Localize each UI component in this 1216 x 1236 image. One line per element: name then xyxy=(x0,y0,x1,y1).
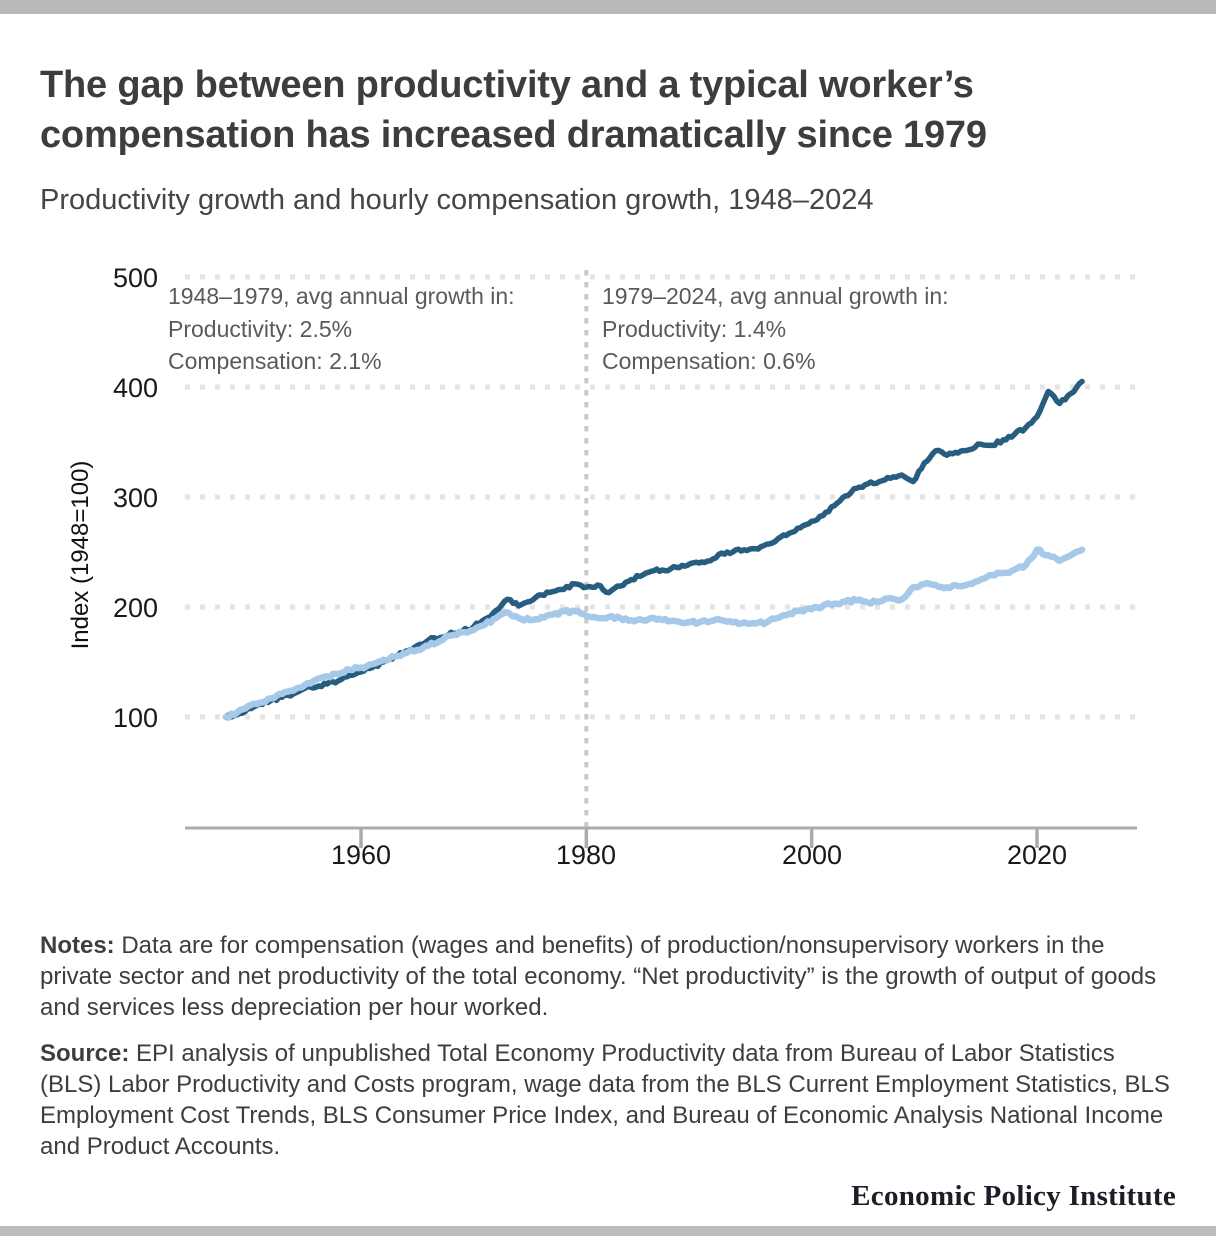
annotation-post-1979: 1979–2024, avg annual growth in: Product… xyxy=(602,280,949,378)
source-text: Source: EPI analysis of unpublished Tota… xyxy=(40,1038,1180,1162)
notes-text: Notes: Data are for compensation (wages … xyxy=(40,930,1180,1023)
line-chart: 500 400 300 200 100 1960 1980 2000 2020 … xyxy=(67,263,1137,870)
chart-subtitle: Productivity growth and hourly compensat… xyxy=(40,184,874,216)
annotation-productivity-value: Productivity: 2.5% xyxy=(168,315,353,342)
series-lines xyxy=(222,378,1086,721)
annotation-period-label: 1979–2024, avg annual growth in: xyxy=(602,283,949,309)
x-axis-ticks xyxy=(359,829,1039,848)
source-label: Source: xyxy=(40,1040,130,1067)
x-tick-2000: 2000 xyxy=(782,840,842,870)
y-tick-400: 400 xyxy=(113,373,158,403)
annotation-pre-1979: 1948–1979, avg annual growth in: Product… xyxy=(168,280,515,378)
source-body: EPI analysis of unpublished Total Econom… xyxy=(40,1040,1170,1160)
annotation-compensation-value: Compensation: 0.6% xyxy=(602,348,816,374)
notes-label: Notes: xyxy=(40,932,115,959)
x-tick-1960: 1960 xyxy=(331,840,391,870)
chart-title: The gap between productivity and a typic… xyxy=(40,64,987,156)
footer-brand: Economic Policy Institute xyxy=(851,1180,1176,1212)
bottom-border-bar xyxy=(0,1226,1216,1236)
y-tick-200: 200 xyxy=(113,593,158,623)
y-tick-100: 100 xyxy=(113,703,158,733)
compensation-line xyxy=(222,546,1086,721)
top-border-bar xyxy=(0,0,1216,14)
chart-area: 500 400 300 200 100 1960 1980 2000 2020 … xyxy=(0,240,1216,888)
x-tick-2020: 2020 xyxy=(1007,840,1067,870)
annotation-compensation-value: Compensation: 2.1% xyxy=(168,348,382,374)
annotation-productivity-value: Productivity: 1.4% xyxy=(602,315,787,342)
y-axis-title: Index (1948=100) xyxy=(67,461,94,650)
notes-body: Data are for compensation (wages and ben… xyxy=(40,932,1157,1021)
annotation-period-label: 1948–1979, avg annual growth in: xyxy=(168,283,515,309)
x-tick-1980: 1980 xyxy=(556,840,616,870)
y-tick-300: 300 xyxy=(113,483,158,513)
y-tick-500: 500 xyxy=(113,263,158,293)
